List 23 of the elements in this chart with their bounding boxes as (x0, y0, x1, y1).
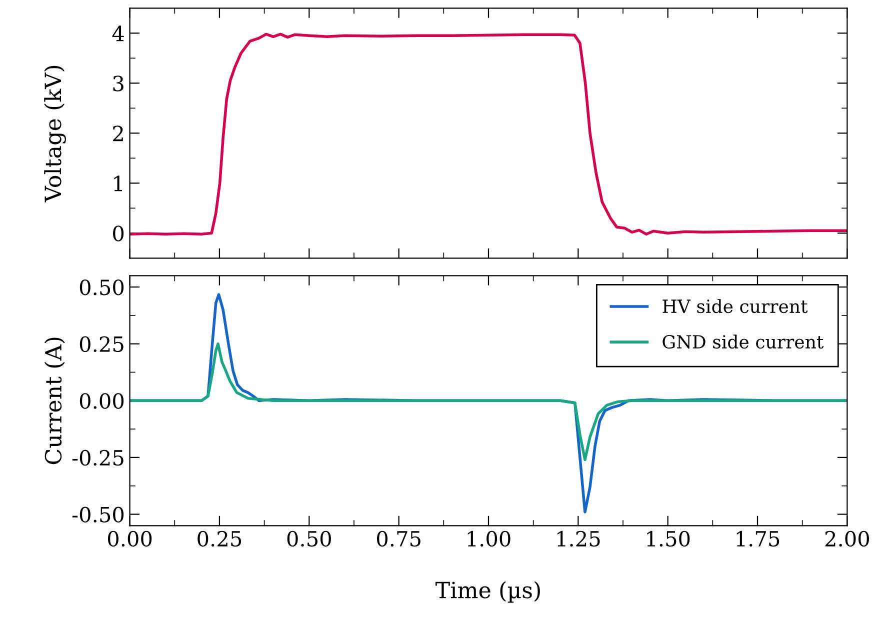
x-tick-label: 1.75 (736, 530, 780, 547)
y-tick-label: -0.25 (72, 450, 124, 466)
y-tick-label: 0.00 (80, 393, 124, 409)
y-tick-label: 0.25 (80, 336, 124, 352)
x-tick-label: 1.50 (647, 530, 690, 547)
x-tick-label: 0.50 (287, 530, 331, 547)
x-tick-label: 0.25 (198, 530, 242, 547)
y-tick-label: 3 (113, 76, 124, 92)
x-tick-label: 1.00 (468, 530, 510, 547)
y-tick-label: 1 (114, 176, 122, 192)
y-axis-title: Current (A) (44, 338, 65, 464)
y-tick-label: 4 (112, 26, 124, 42)
y-tick-label: 0 (113, 226, 124, 242)
legend-label: HV side current (662, 299, 808, 314)
y-tick-label: 2 (113, 126, 123, 142)
y-tick-label: -0.50 (72, 506, 124, 522)
x-tick-label: 0.75 (376, 530, 420, 547)
y-tick-label: 0.50 (80, 279, 124, 296)
x-axis-title: Time (µs) (436, 581, 540, 603)
x-tick-label: 2.00 (825, 530, 869, 547)
legend-label: GND side current (662, 334, 824, 349)
y-axis-title: Voltage (kV) (44, 66, 66, 202)
x-tick-label: 1.25 (558, 530, 600, 547)
